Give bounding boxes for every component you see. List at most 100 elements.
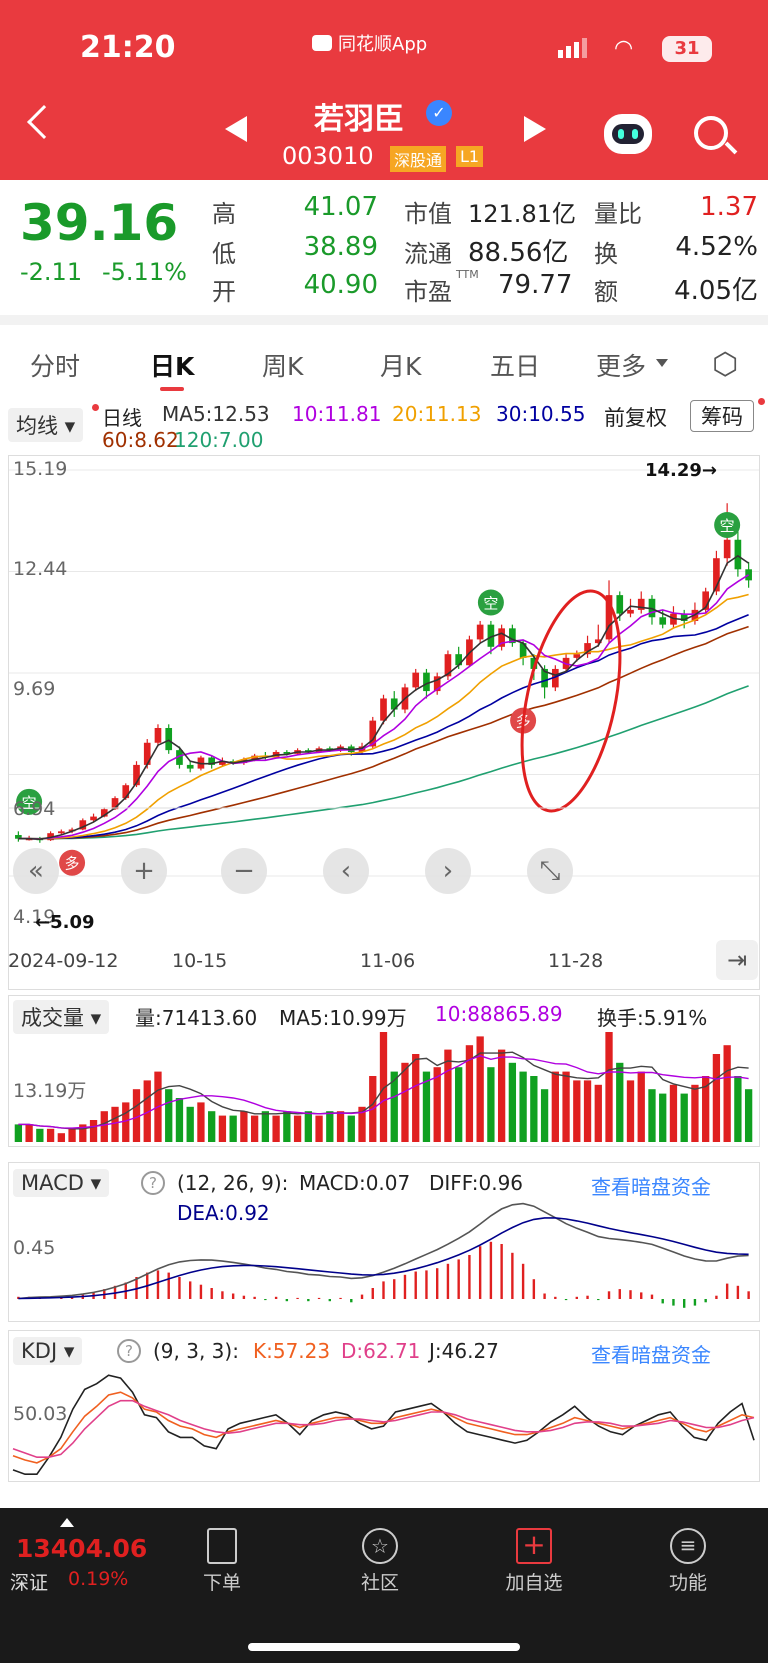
- volume-bar: [433, 1067, 441, 1142]
- index-value[interactable]: 13404.06: [16, 1534, 148, 1563]
- volume-bar: [46, 1128, 55, 1142]
- tab-five-day[interactable]: 五日: [490, 352, 541, 381]
- menu-lines-icon: ≡: [670, 1528, 706, 1564]
- candle: [79, 820, 87, 830]
- amt-value: 4.05亿: [674, 276, 758, 306]
- ma120-line: [18, 685, 749, 840]
- index-up-icon: [60, 1518, 74, 1527]
- scroll-right-button[interactable]: ›: [425, 848, 471, 894]
- kdj-panel[interactable]: KDJ ▾ ? (9, 3, 3): K:57.23 D:62.71 J:46.…: [8, 1330, 760, 1482]
- tab-monthly-k[interactable]: 月K: [380, 352, 422, 381]
- settings-hexagon-icon[interactable]: ⬡: [712, 347, 739, 382]
- candle: [487, 624, 495, 647]
- candle: [605, 595, 613, 640]
- signal-kong-text: 空: [720, 517, 735, 535]
- candle: [433, 676, 441, 692]
- search-icon[interactable]: [694, 116, 728, 150]
- volume-ma5-line: [18, 1051, 749, 1130]
- volume-select-label: 成交量: [21, 1006, 84, 1030]
- tab-active-indicator: [160, 387, 184, 391]
- signal-kong-text: 空: [22, 794, 37, 812]
- tab-daily-k[interactable]: 日K: [150, 352, 195, 381]
- x-tick-2: 11-06: [360, 950, 416, 972]
- candle: [455, 654, 463, 666]
- tab-more[interactable]: 更多: [596, 352, 647, 381]
- volume-bar: [240, 1111, 248, 1142]
- y-tick-top: 15.19: [13, 458, 68, 480]
- help-icon[interactable]: ?: [141, 1171, 165, 1195]
- ma60-label: 60:8.62: [102, 428, 179, 452]
- macd-dea-line: [18, 1217, 749, 1300]
- quote-panel: 39.16 -2.11 -5.11% 高 低 开 41.07 38.89 40.…: [0, 180, 768, 315]
- zoom-out-button[interactable]: −: [221, 848, 267, 894]
- macd-panel[interactable]: MACD ▾ ? (12, 26, 9): MACD:0.07 DIFF:0.9…: [8, 1162, 760, 1322]
- next-stock-icon[interactable]: [524, 116, 546, 142]
- turn-label: 换: [594, 240, 618, 268]
- volume-bar: [143, 1080, 151, 1142]
- volume-select[interactable]: 成交量 ▾: [13, 1000, 110, 1034]
- volume-panel[interactable]: 成交量 ▾ 量:71413.60 MA5:10.99万 10:88865.89 …: [8, 995, 760, 1147]
- adjust-label[interactable]: 前复权: [604, 406, 667, 430]
- kline-panel[interactable]: 空多空多空 15.19 12.44 9.69 6.94 4.19 14.29→ …: [8, 455, 760, 990]
- volume-bar: [540, 1089, 549, 1142]
- nav-order[interactable]: 下单: [152, 1508, 292, 1595]
- robot-icon[interactable]: [604, 114, 652, 154]
- prev-stock-icon[interactable]: [225, 116, 247, 142]
- candle: [57, 831, 65, 834]
- candle: [165, 727, 173, 751]
- volume-bar: [476, 1036, 484, 1142]
- macd-select[interactable]: MACD ▾: [13, 1169, 110, 1197]
- candle: [154, 727, 162, 743]
- tab-weekly-k[interactable]: 周K: [262, 352, 304, 381]
- fullscreen-button[interactable]: ⤡: [527, 848, 573, 894]
- kdj-select[interactable]: KDJ ▾: [13, 1337, 83, 1365]
- vr-label: 量比: [594, 200, 642, 228]
- volume-bar: [250, 1115, 259, 1142]
- open-label: 开: [212, 278, 236, 306]
- nav-functions[interactable]: ≡ 功能: [618, 1508, 758, 1595]
- last-price: 39.16: [20, 194, 179, 252]
- volume-bar: [229, 1115, 237, 1142]
- candle: [122, 785, 130, 799]
- ma10-line: [18, 574, 750, 840]
- jump-latest-button[interactable]: ⇥: [716, 940, 758, 980]
- collapse-left-button[interactable]: «: [13, 848, 59, 894]
- back-arrow-icon[interactable]: [27, 105, 61, 139]
- candle: [186, 764, 194, 769]
- index-name: 深证: [10, 1572, 49, 1594]
- signal-icon: [558, 38, 587, 58]
- add-plus-icon: +: [516, 1528, 552, 1564]
- volume-bar: [208, 1111, 216, 1142]
- volume-bar: [444, 1049, 452, 1142]
- ma-select[interactable]: 均线 ▾: [8, 408, 84, 442]
- zoom-in-button[interactable]: +: [121, 848, 167, 894]
- kdj-help-icon[interactable]: ?: [117, 1339, 141, 1363]
- volume-bar: [648, 1089, 656, 1142]
- volume-bar: [455, 1067, 463, 1142]
- volume-bar: [14, 1124, 23, 1142]
- kdj-j-line: [12, 1374, 755, 1475]
- candle: [723, 539, 731, 559]
- nav-add-watch[interactable]: + 加自选: [464, 1508, 604, 1595]
- candle: [176, 750, 183, 765]
- high-label: 高: [212, 200, 236, 228]
- chips-button[interactable]: 筹码: [690, 400, 754, 432]
- volume-bar: [669, 1084, 678, 1142]
- status-app-label: 同花顺App: [312, 30, 427, 56]
- min-price-label: ←5.09: [35, 912, 95, 933]
- y-tick-2: 12.44: [13, 558, 68, 580]
- candle: [509, 628, 516, 644]
- nav-functions-label: 功能: [668, 1572, 707, 1594]
- scroll-left-button[interactable]: ‹: [323, 848, 369, 894]
- macd-y-tick: 0.45: [13, 1237, 56, 1259]
- macd-dark-pool-link[interactable]: 查看暗盘资金: [591, 1175, 711, 1199]
- tab-fenshi[interactable]: 分时: [30, 352, 81, 381]
- kdj-dark-pool-link[interactable]: 查看暗盘资金: [591, 1343, 711, 1367]
- volume-bar: [283, 1111, 291, 1142]
- volume-bar: [36, 1128, 44, 1142]
- kdj-j: J:46.27: [429, 1339, 499, 1363]
- nav-community[interactable]: ☆ 社区: [310, 1508, 450, 1595]
- float-value: 88.56亿: [468, 238, 569, 268]
- ma20-label: 20:11.13: [392, 402, 482, 426]
- volume-bar: [412, 1054, 420, 1142]
